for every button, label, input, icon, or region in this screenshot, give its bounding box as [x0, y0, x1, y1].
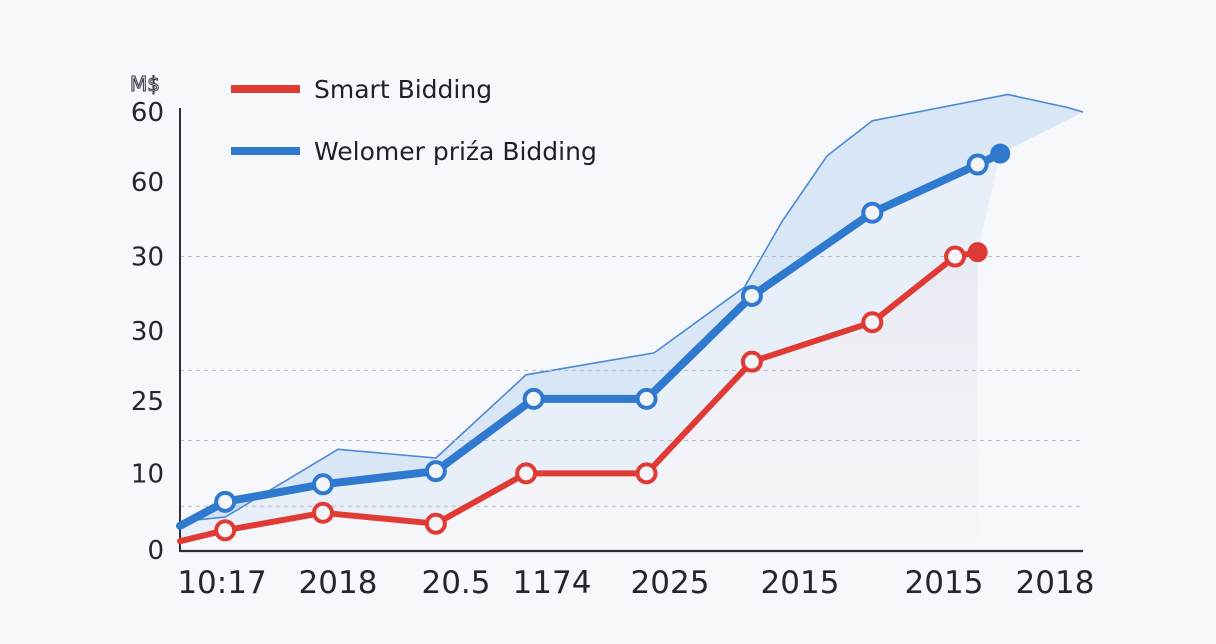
- data-point-smart-bidding: [861, 311, 884, 334]
- y-tick-label: 10: [131, 459, 164, 489]
- data-point-smart-bidding: [424, 512, 447, 535]
- y-tick-label: 60: [131, 168, 164, 198]
- x-tick-label: 1174: [513, 565, 592, 601]
- x-tick-label: 2015: [761, 565, 840, 601]
- legend-label: Welomer priźa Bidding: [314, 137, 597, 166]
- data-point-smart-bidding: [214, 519, 237, 542]
- y-tick-label: 25: [131, 387, 164, 417]
- series-line-smart-bidding: [177, 249, 981, 545]
- data-point-smart-bidding: [515, 462, 538, 485]
- data-point-welomer-bidding: [635, 387, 658, 410]
- x-tick-label: 2025: [631, 565, 710, 601]
- data-point-smart-bidding: [944, 245, 967, 268]
- data-point-smart-bidding: [967, 242, 988, 263]
- x-tick-label: 2018: [1016, 565, 1095, 601]
- y-unit-label: M$: [130, 72, 160, 96]
- data-point-smart-bidding: [311, 501, 334, 524]
- data-point-welomer-bidding: [311, 473, 334, 496]
- y-tick-label: 0: [147, 536, 164, 566]
- legend-label: Smart Bidding: [314, 75, 492, 104]
- y-tick-label: 60: [131, 98, 164, 128]
- data-point-smart-bidding: [740, 350, 763, 373]
- x-tick-label: 10:17: [177, 565, 266, 601]
- data-point-welomer-bidding: [740, 284, 763, 307]
- data-point-welomer-bidding: [424, 460, 447, 483]
- x-tick-label: 20.5: [421, 565, 490, 601]
- data-point-welomer-bidding: [990, 143, 1011, 164]
- range-band: [180, 94, 1083, 526]
- data-point-welomer-bidding: [861, 201, 884, 224]
- data-point-smart-bidding: [635, 462, 658, 485]
- x-tick-label: 2015: [905, 565, 984, 601]
- data-point-welomer-bidding: [966, 153, 989, 176]
- y-tick-label: 30: [131, 317, 164, 347]
- range-band-edge: [179, 93, 1084, 523]
- x-tick-label: 2018: [299, 565, 378, 601]
- data-point-welomer-bidding: [522, 387, 545, 410]
- series-line-welomer-bidding: [176, 149, 1005, 530]
- area-under-smart-bidding: [180, 252, 978, 550]
- data-point-welomer-bidding: [214, 490, 237, 513]
- y-tick-label: 30: [131, 243, 164, 273]
